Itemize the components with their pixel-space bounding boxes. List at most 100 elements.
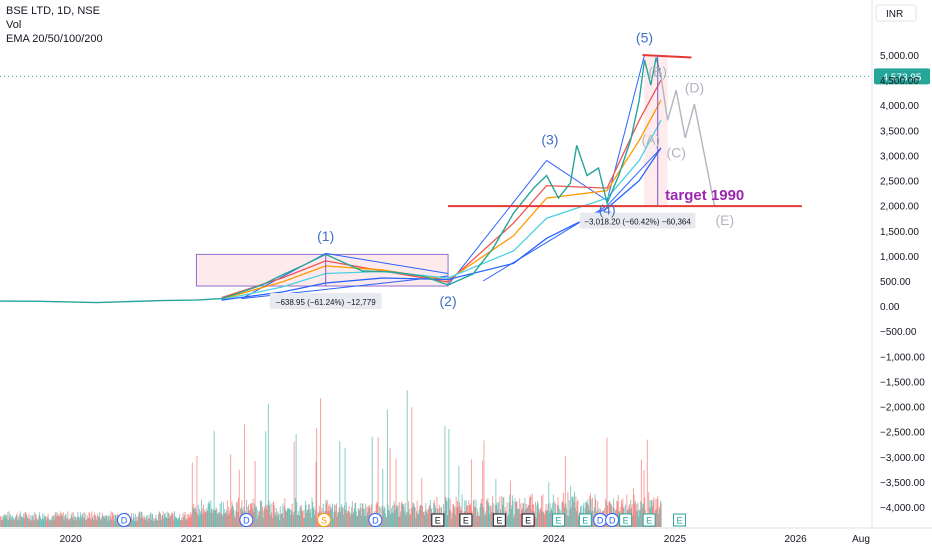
volume-bar (52, 515, 54, 527)
event-marker[interactable] (459, 513, 473, 527)
volume-bar (55, 516, 57, 527)
volume-bar (519, 498, 521, 527)
event-marker[interactable] (619, 513, 633, 527)
volume-bar (211, 509, 213, 527)
event-marker[interactable] (673, 513, 687, 527)
volume-bar (112, 512, 114, 527)
volume-bar (53, 519, 55, 527)
volume-bar (289, 508, 291, 527)
volume-bar (288, 508, 290, 527)
volume-bar (204, 509, 206, 527)
event-marker[interactable] (605, 513, 620, 527)
volume-bar (308, 503, 310, 527)
event-marker[interactable] (368, 513, 383, 527)
volume-bar (64, 514, 66, 527)
volume-bar (60, 511, 62, 527)
volume-bar (61, 513, 63, 527)
symbol-title[interactable]: BSE LTD, 1D, NSE (6, 5, 100, 17)
x-tick-label: 2023 (422, 534, 445, 545)
volume-bar (425, 502, 427, 527)
volume-bar (656, 508, 658, 527)
volume-bar (508, 502, 510, 527)
volume-bar (150, 512, 152, 527)
volume-bar (88, 511, 90, 527)
volume-indicator-label[interactable]: Vol (6, 19, 22, 31)
volume-bar (244, 424, 246, 527)
ema-indicator-label[interactable]: EMA 20/50/100/200 (6, 33, 103, 45)
volume-bar (7, 519, 9, 527)
wave-line[interactable] (447, 160, 548, 286)
ema-line-200[interactable] (221, 147, 662, 301)
volume-bar (58, 515, 60, 527)
volume-bar (140, 517, 142, 527)
volume-bar (0, 519, 2, 527)
volume-bar (24, 512, 26, 527)
volume-bar (176, 518, 178, 527)
wave-line[interactable] (606, 147, 662, 207)
resistance-line[interactable] (642, 54, 692, 59)
volume-bar (396, 505, 398, 527)
event-marker-letter: D (372, 516, 379, 526)
price-line[interactable] (0, 57, 662, 304)
volume-bar (337, 512, 339, 527)
volume-bar (542, 494, 544, 527)
volume-bar (17, 516, 19, 527)
price-axis-panel[interactable] (872, 0, 932, 550)
volume-bar (181, 517, 183, 527)
event-marker[interactable] (552, 513, 566, 527)
volume-bar (540, 509, 542, 527)
event-marker[interactable] (117, 513, 132, 527)
event-marker[interactable] (239, 513, 254, 527)
x-tick-label: 2021 (181, 534, 204, 545)
volume-bar (641, 503, 643, 527)
event-marker[interactable] (578, 513, 592, 527)
event-marker-letter: E (463, 516, 469, 526)
volume-bar (396, 507, 398, 527)
volume-bar (367, 504, 369, 527)
volume-bar (363, 508, 365, 527)
volume-bar (331, 507, 333, 527)
volume-bar (576, 501, 578, 527)
volume-bar (97, 516, 99, 527)
volume-bar (12, 519, 14, 527)
volume-bar (594, 494, 596, 527)
event-marker-letter: E (525, 516, 531, 526)
volume-bar (343, 505, 345, 527)
event-marker[interactable] (431, 513, 445, 527)
volume-bar (219, 503, 221, 527)
volume-bar (408, 501, 410, 527)
volume-bar (351, 501, 353, 527)
volume-bar (144, 517, 146, 527)
event-marker[interactable] (642, 513, 656, 527)
volume-bar (136, 520, 138, 527)
volume-bar (191, 513, 193, 527)
volume-bar (132, 519, 134, 527)
event-marker[interactable] (521, 513, 535, 527)
volume-bar (170, 515, 172, 527)
event-marker-letter: E (556, 516, 562, 526)
volume-bar (233, 510, 235, 527)
event-marker[interactable] (317, 513, 332, 527)
currency-box[interactable] (875, 4, 917, 22)
volume-bar (381, 505, 383, 527)
volume-bar (389, 448, 391, 527)
trend-line[interactable] (325, 252, 449, 274)
event-marker-letter: E (677, 516, 683, 526)
wave-line[interactable] (546, 160, 608, 202)
ema-line-20[interactable] (221, 79, 662, 299)
last-price-badge[interactable] (874, 68, 930, 85)
ema-line-50[interactable] (221, 99, 662, 300)
volume-bar (312, 508, 314, 527)
volume-bar (9, 514, 11, 527)
projection-label: (B) (648, 64, 667, 80)
event-marker[interactable] (492, 513, 506, 527)
projection-path[interactable] (660, 76, 716, 207)
volume-bar (91, 511, 93, 527)
volume-bar (75, 517, 77, 527)
range-box[interactable] (195, 253, 449, 287)
volume-bar (146, 515, 148, 527)
volume-bar (572, 496, 574, 527)
wave-label: (1) (317, 228, 334, 244)
volume-bar (175, 517, 177, 527)
